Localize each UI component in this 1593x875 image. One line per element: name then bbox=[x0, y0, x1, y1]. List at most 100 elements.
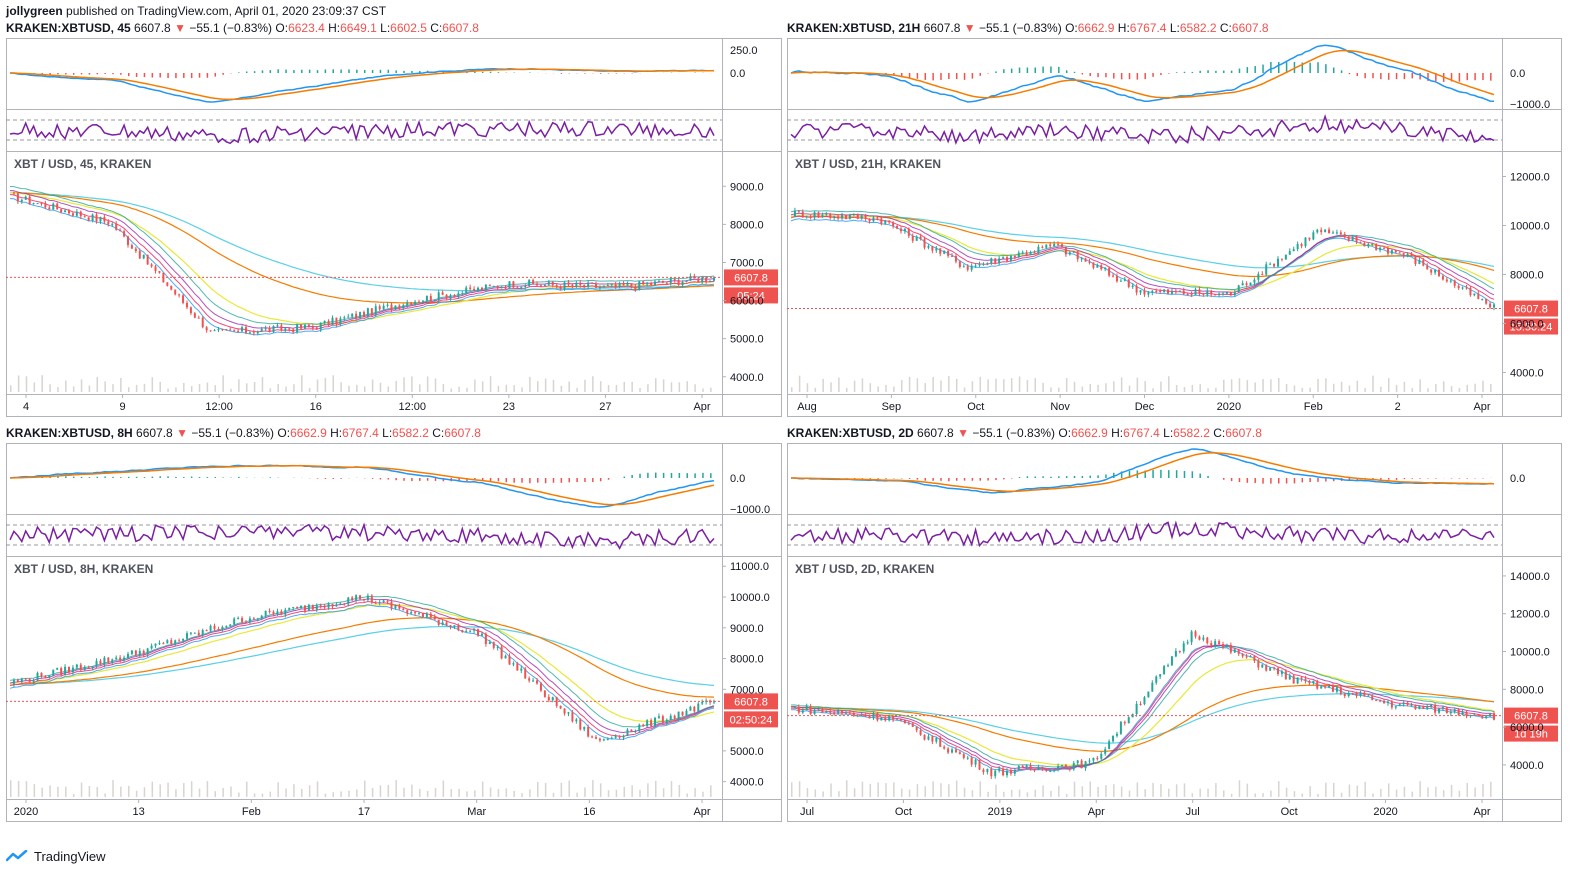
down-arrow-icon: ▼ bbox=[957, 426, 969, 440]
down-arrow-icon: ▼ bbox=[963, 21, 976, 35]
time-tick-label: 12:00 bbox=[205, 401, 233, 413]
macd-signal-line bbox=[790, 49, 1495, 99]
ema-slow-line bbox=[9, 626, 715, 686]
price-tick-label: 12000.0 bbox=[1510, 609, 1550, 621]
time-tick-label: Apr bbox=[693, 806, 710, 818]
rsi-line bbox=[9, 119, 715, 145]
price-tick-label: 10000.0 bbox=[730, 592, 770, 604]
ribbon-line bbox=[9, 598, 715, 734]
price-tick-label: 9000.0 bbox=[730, 181, 764, 193]
chart-svg[interactable]: 6607.8 05:24 XBT / USD, 45, KRAKEN 9000.0 80… bbox=[6, 38, 782, 421]
low-label: L: bbox=[380, 21, 391, 35]
panel-frame bbox=[6, 38, 782, 417]
ribbon-line bbox=[790, 218, 1495, 304]
rsi-line bbox=[9, 522, 715, 550]
macd-tick-label: 0.0 bbox=[730, 68, 745, 80]
macd-line bbox=[9, 67, 715, 103]
close-label: C: bbox=[430, 21, 443, 35]
time-tick-label: Jul bbox=[1186, 806, 1200, 818]
ribbon-line bbox=[9, 186, 715, 326]
macd-signal-line bbox=[10, 68, 714, 101]
low-label: L: bbox=[1169, 21, 1180, 35]
time-tick-label: Oct bbox=[1281, 806, 1298, 818]
author-name[interactable]: jollygreen bbox=[6, 4, 63, 18]
price-tick-label: 6000.0 bbox=[1510, 722, 1544, 734]
high-label: H: bbox=[330, 426, 343, 440]
time-tick-label: Apr bbox=[1473, 806, 1490, 818]
symbol-name[interactable]: KRAKEN:XBTUSD, 8H bbox=[6, 426, 133, 440]
price-tick-label: 11000.0 bbox=[730, 561, 769, 573]
time-tick-label: 2020 bbox=[1373, 806, 1397, 818]
time-tick-label: Oct bbox=[895, 806, 912, 818]
chart-panel-2d[interactable]: KRAKEN:XBTUSD, 2D 6607.8 ▼ −55.1 (−0.83%… bbox=[787, 426, 1562, 826]
ribbon-line bbox=[9, 198, 715, 336]
price-label: 6607.8 bbox=[1514, 304, 1548, 316]
publish-info: published on TradingView.com, April 01, … bbox=[66, 4, 387, 18]
down-arrow-icon: ▼ bbox=[176, 426, 188, 440]
rsi-line bbox=[790, 520, 1495, 548]
price-tick-label: 6000.0 bbox=[730, 296, 764, 308]
price-tick-label: 8000.0 bbox=[1510, 269, 1544, 281]
open-value: 6662.9 bbox=[290, 426, 327, 440]
panel-frame bbox=[6, 443, 782, 822]
low-value: 6602.5 bbox=[390, 21, 427, 35]
panel-frame bbox=[787, 443, 1562, 822]
last-price: 6607.8 bbox=[917, 426, 954, 440]
ribbon-line bbox=[790, 209, 1495, 290]
time-tick-label: 9 bbox=[120, 401, 126, 413]
chart-panel-8h[interactable]: KRAKEN:XBTUSD, 8H 6607.8 ▼ −55.1 (−0.83%… bbox=[6, 426, 782, 826]
last-price: 6607.8 bbox=[923, 21, 961, 35]
macd-tick-label: 0.0 bbox=[1510, 68, 1525, 80]
open-label: O: bbox=[275, 21, 289, 35]
rsi-line bbox=[790, 114, 1495, 145]
price-tick-label: 14000.0 bbox=[1510, 571, 1550, 583]
main-pane-title: XBT / USD, 21H, KRAKEN bbox=[795, 157, 941, 171]
candlesticks bbox=[12, 191, 715, 336]
open-label: O: bbox=[1058, 426, 1072, 440]
symbol-name[interactable]: KRAKEN:XBTUSD, 2D bbox=[787, 426, 914, 440]
price-tick-label: 6000.0 bbox=[1510, 318, 1544, 330]
price-label-box bbox=[724, 693, 778, 710]
chart-panel-21h[interactable]: KRAKEN:XBTUSD, 21H 6607.8 ▼ −55.1 (−0.83… bbox=[787, 21, 1562, 421]
ribbon-line bbox=[9, 190, 715, 329]
close-label: C: bbox=[1219, 21, 1232, 35]
chart-svg[interactable]: 6607.8 02:50:24 XBT / USD, 8H, KRAKEN 11000… bbox=[6, 443, 782, 826]
price-tick-label: 5000.0 bbox=[730, 334, 764, 346]
close-label: C: bbox=[432, 426, 445, 440]
time-tick-label: 13 bbox=[133, 806, 145, 818]
ribbon-line bbox=[790, 644, 1495, 770]
chart-svg[interactable]: 6607.8 15:50:24 XBT / USD, 21H, KRAKEN 1200… bbox=[787, 38, 1562, 421]
chart-panel-45m[interactable]: KRAKEN:XBTUSD, 45 6607.8 ▼ −55.1 (−0.83%… bbox=[6, 21, 782, 421]
symbol-name[interactable]: KRAKEN:XBTUSD, 45 bbox=[6, 21, 131, 35]
candlesticks bbox=[793, 630, 1495, 779]
ribbon-line bbox=[9, 604, 715, 740]
price-label-box bbox=[1504, 707, 1558, 724]
candlesticks bbox=[793, 207, 1495, 311]
time-tick-label: 2020 bbox=[14, 806, 38, 818]
time-tick-label: Sep bbox=[882, 401, 902, 413]
volume-bars bbox=[791, 375, 1492, 392]
price-tick-label: 10000.0 bbox=[1510, 220, 1550, 232]
macd-tick-label: 250.0 bbox=[730, 45, 758, 57]
countdown-box bbox=[724, 711, 778, 728]
symbol-header: KRAKEN:XBTUSD, 8H 6607.8 ▼ −55.1 (−0.83%… bbox=[6, 426, 481, 440]
high-label: H: bbox=[1111, 426, 1124, 440]
symbol-header: KRAKEN:XBTUSD, 2D 6607.8 ▼ −55.1 (−0.83%… bbox=[787, 426, 1262, 440]
high-label: H: bbox=[328, 21, 341, 35]
symbol-name[interactable]: KRAKEN:XBTUSD, 21H bbox=[787, 21, 921, 35]
low-value: 6582.2 bbox=[1179, 21, 1217, 35]
price-change: −55.1 (−0.83%) bbox=[191, 426, 275, 440]
price-label: 6607.8 bbox=[1514, 711, 1548, 723]
countdown-box bbox=[1504, 725, 1558, 742]
tradingview-footer[interactable]: TradingView bbox=[6, 849, 106, 864]
ribbon-line bbox=[790, 212, 1495, 296]
open-value: 6662.9 bbox=[1077, 21, 1115, 35]
low-value: 6582.2 bbox=[392, 426, 429, 440]
high-value: 6649.1 bbox=[340, 21, 377, 35]
chart-svg[interactable]: 6607.8 1d 19h XBT / USD, 2D, KRAKEN 14000.0… bbox=[787, 443, 1562, 826]
ema-medium-line bbox=[9, 191, 715, 304]
macd-tick-label: 0.0 bbox=[1510, 473, 1525, 485]
time-tick-label: 4 bbox=[23, 401, 29, 413]
volume-bars bbox=[10, 375, 712, 392]
price-label-box bbox=[724, 269, 778, 286]
